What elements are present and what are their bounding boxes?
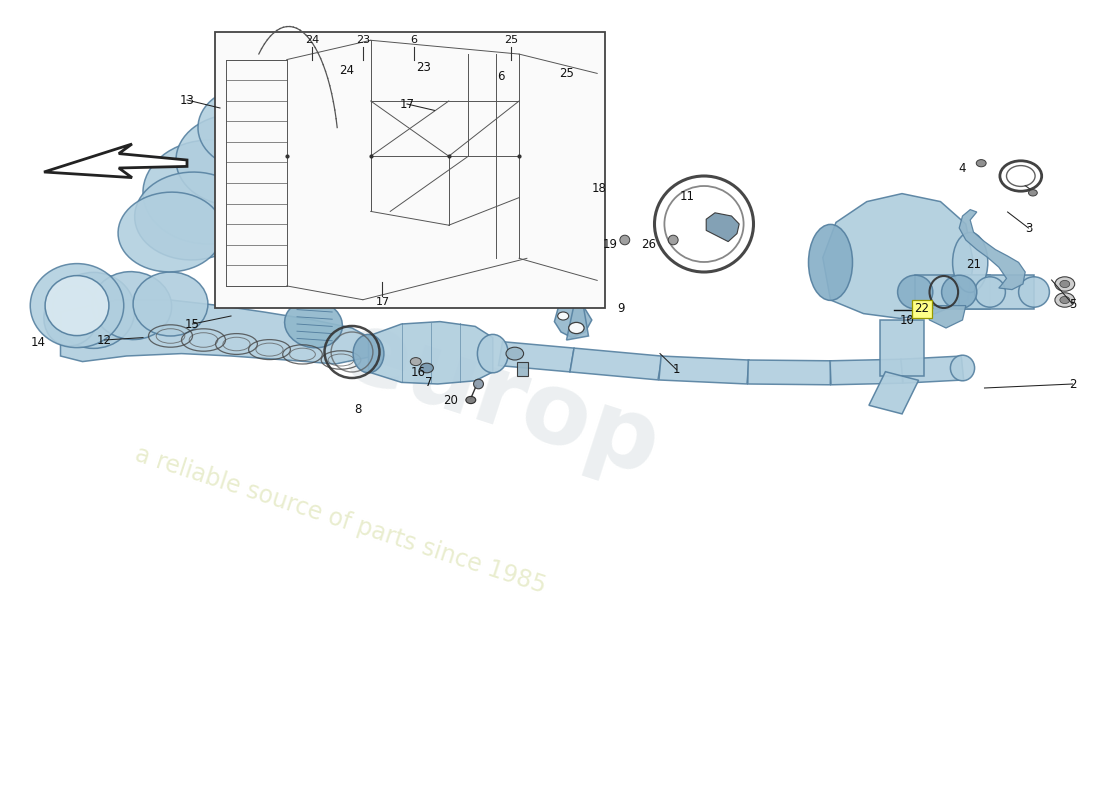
- Polygon shape: [901, 356, 964, 383]
- Polygon shape: [44, 144, 187, 178]
- Polygon shape: [498, 342, 574, 372]
- Text: 18: 18: [592, 182, 607, 194]
- Text: 11: 11: [680, 190, 695, 202]
- Ellipse shape: [953, 232, 988, 292]
- Ellipse shape: [176, 114, 297, 206]
- Ellipse shape: [45, 275, 109, 336]
- Polygon shape: [959, 210, 1025, 290]
- Polygon shape: [869, 372, 918, 414]
- Ellipse shape: [950, 355, 975, 381]
- Text: 15: 15: [185, 318, 200, 330]
- Text: 25: 25: [504, 35, 518, 46]
- Polygon shape: [311, 174, 382, 222]
- Polygon shape: [60, 300, 374, 364]
- Polygon shape: [748, 360, 830, 385]
- Ellipse shape: [31, 264, 124, 347]
- Polygon shape: [517, 362, 528, 376]
- Ellipse shape: [134, 172, 251, 260]
- Text: 23: 23: [416, 61, 431, 74]
- Text: 14: 14: [31, 336, 46, 349]
- Text: 19: 19: [603, 238, 618, 250]
- Text: 2: 2: [1069, 378, 1076, 390]
- Ellipse shape: [466, 396, 475, 403]
- Polygon shape: [554, 292, 592, 338]
- Polygon shape: [566, 304, 588, 340]
- Polygon shape: [823, 194, 974, 318]
- Text: 6: 6: [497, 70, 504, 82]
- Text: 20: 20: [443, 394, 459, 406]
- Text: 16: 16: [410, 366, 426, 378]
- Text: 9: 9: [618, 302, 625, 314]
- Text: 1: 1: [673, 363, 680, 376]
- Ellipse shape: [353, 334, 384, 373]
- Text: 3: 3: [1025, 222, 1032, 234]
- Ellipse shape: [473, 379, 484, 389]
- Ellipse shape: [44, 286, 99, 346]
- Text: 26: 26: [641, 238, 657, 250]
- Polygon shape: [924, 306, 966, 328]
- Text: 12: 12: [97, 334, 112, 346]
- Ellipse shape: [569, 322, 584, 334]
- Ellipse shape: [808, 224, 852, 301]
- Text: 7: 7: [426, 376, 432, 389]
- Text: 6: 6: [410, 35, 417, 46]
- Ellipse shape: [285, 300, 342, 348]
- Text: europ: europ: [330, 303, 672, 497]
- Polygon shape: [570, 348, 662, 380]
- Text: 8: 8: [354, 403, 361, 416]
- Text: 10: 10: [900, 314, 915, 326]
- Ellipse shape: [118, 192, 223, 272]
- Polygon shape: [363, 188, 418, 232]
- Polygon shape: [959, 275, 1034, 309]
- Text: 4: 4: [959, 162, 966, 174]
- Polygon shape: [880, 320, 924, 376]
- Text: 13: 13: [179, 94, 195, 106]
- Ellipse shape: [53, 273, 134, 349]
- Text: 22: 22: [914, 302, 929, 315]
- Ellipse shape: [1028, 190, 1037, 196]
- Ellipse shape: [942, 275, 977, 309]
- Ellipse shape: [506, 347, 524, 360]
- Text: 25: 25: [559, 67, 574, 80]
- Ellipse shape: [1059, 296, 1069, 304]
- Ellipse shape: [143, 140, 275, 244]
- Polygon shape: [830, 359, 902, 385]
- Ellipse shape: [1055, 277, 1075, 291]
- Ellipse shape: [975, 277, 1005, 307]
- Ellipse shape: [619, 235, 629, 245]
- Text: 21: 21: [966, 258, 981, 270]
- Text: 17: 17: [399, 98, 415, 110]
- Ellipse shape: [898, 275, 933, 309]
- Text: 24: 24: [305, 35, 319, 46]
- Ellipse shape: [198, 86, 308, 170]
- Text: 17: 17: [375, 298, 389, 307]
- Text: 5: 5: [1069, 298, 1076, 310]
- FancyBboxPatch shape: [214, 32, 605, 308]
- Ellipse shape: [1055, 293, 1075, 307]
- Polygon shape: [659, 356, 749, 384]
- Ellipse shape: [477, 334, 508, 373]
- Ellipse shape: [92, 272, 172, 339]
- Ellipse shape: [1019, 277, 1049, 307]
- Polygon shape: [368, 322, 493, 384]
- Ellipse shape: [668, 235, 678, 245]
- Ellipse shape: [977, 159, 987, 166]
- Ellipse shape: [1059, 280, 1069, 288]
- Text: 24: 24: [339, 64, 354, 77]
- Ellipse shape: [252, 162, 320, 222]
- Ellipse shape: [420, 363, 433, 373]
- Ellipse shape: [133, 272, 208, 336]
- Polygon shape: [915, 275, 990, 309]
- Ellipse shape: [410, 358, 421, 366]
- Polygon shape: [706, 213, 739, 242]
- Text: a reliable source of parts since 1985: a reliable source of parts since 1985: [132, 442, 549, 598]
- Ellipse shape: [558, 312, 569, 320]
- Text: 23: 23: [355, 35, 370, 46]
